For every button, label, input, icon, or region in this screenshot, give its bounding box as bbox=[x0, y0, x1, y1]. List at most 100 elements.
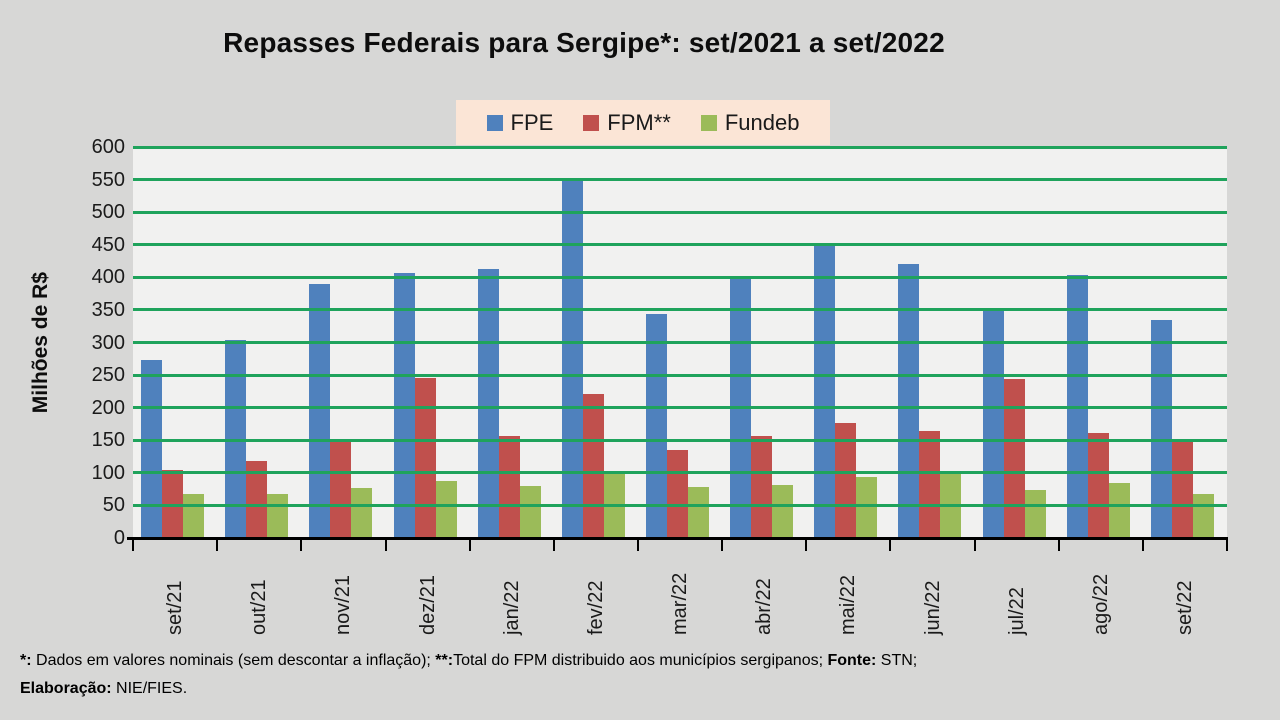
footnote: *: Dados em valores nominais (sem descon… bbox=[20, 647, 1265, 703]
bar-fpm-mai-22 bbox=[835, 422, 857, 538]
legend-item-fpm: FPM** bbox=[583, 110, 671, 136]
bar-fpe-mar-22 bbox=[645, 313, 667, 538]
bar-fpm-ago-22 bbox=[1087, 433, 1109, 538]
chart-legend: FPE FPM** Fundeb bbox=[456, 100, 830, 145]
bar-fundeb-nov-21 bbox=[351, 487, 373, 538]
x-axis-category-label: dez/21 bbox=[416, 574, 439, 635]
x-axis-category-label: fev/22 bbox=[584, 580, 607, 635]
gridline bbox=[133, 178, 1227, 182]
x-axis-tick bbox=[216, 537, 219, 551]
bar-fpm-fev-22 bbox=[582, 394, 604, 538]
legend-item-label: Fundeb bbox=[724, 109, 800, 135]
x-axis-category-label: jul/22 bbox=[1005, 587, 1028, 635]
bar-fpm-abr-22 bbox=[751, 435, 773, 538]
legend-color-swatch-icon bbox=[583, 114, 600, 131]
bar-fpe-jan-22 bbox=[477, 268, 499, 538]
footnote-segment: STN; bbox=[876, 652, 918, 669]
gridline bbox=[133, 275, 1227, 279]
bar-fundeb-out-21 bbox=[267, 494, 289, 538]
gridline bbox=[133, 308, 1227, 312]
bar-fpm-set-21 bbox=[162, 469, 183, 538]
gridline bbox=[133, 243, 1227, 247]
legend-color-swatch-icon bbox=[700, 114, 717, 131]
y-axis-tick-label: 550 bbox=[91, 168, 125, 191]
footnote-segment: **: bbox=[435, 652, 454, 669]
footnote-segment: Total do FPM distribuido aos municípios … bbox=[453, 652, 828, 669]
bar-fundeb-ago-22 bbox=[1108, 483, 1130, 538]
gridline bbox=[133, 471, 1227, 475]
gridline bbox=[133, 210, 1227, 214]
x-axis-category-label: set/22 bbox=[1173, 580, 1196, 635]
bar-fpm-jul-22 bbox=[1003, 379, 1025, 538]
plot-area bbox=[133, 145, 1227, 538]
gridline bbox=[133, 373, 1227, 377]
y-axis-tick-label: 250 bbox=[91, 364, 125, 387]
y-axis-tick-label: 100 bbox=[91, 461, 125, 484]
bar-fundeb-mar-22 bbox=[687, 486, 709, 538]
x-axis-tick bbox=[468, 537, 471, 551]
x-axis-line bbox=[127, 537, 1227, 540]
bar-fpe-fev-22 bbox=[561, 177, 583, 538]
x-axis-tick bbox=[805, 537, 808, 551]
y-axis-tick-label: 50 bbox=[102, 494, 125, 517]
x-axis-category-label: mai/22 bbox=[837, 574, 860, 635]
legend-item-fundeb: Fundeb bbox=[700, 109, 800, 136]
legend-item-fpe: FPE bbox=[486, 109, 554, 136]
x-axis-category-label: mar/22 bbox=[669, 572, 691, 635]
gridline bbox=[133, 341, 1227, 344]
footnote-segment: *: bbox=[20, 652, 32, 669]
x-axis-tick bbox=[1141, 537, 1144, 551]
legend-item-label: FPE bbox=[510, 109, 554, 135]
bar-fundeb-mai-22 bbox=[856, 477, 878, 538]
x-axis-tick bbox=[1057, 537, 1060, 551]
gridline bbox=[133, 145, 1227, 149]
bar-fpm-set-22 bbox=[1171, 438, 1193, 538]
y-axis-tick-label: 450 bbox=[91, 233, 125, 256]
x-axis-category-label: jun/22 bbox=[921, 580, 944, 636]
y-axis-tick-label: 200 bbox=[91, 396, 125, 419]
x-axis-tick bbox=[1226, 537, 1228, 551]
bar-fpm-dez-21 bbox=[414, 378, 436, 538]
footnote-line-1: *: Dados em valores nominais (sem descon… bbox=[20, 647, 1265, 675]
gridline bbox=[133, 406, 1227, 410]
y-axis-tick-label: 500 bbox=[91, 201, 125, 224]
bar-fpe-mai-22 bbox=[814, 242, 836, 538]
x-axis-tick bbox=[300, 537, 303, 551]
bar-fundeb-jul-22 bbox=[1024, 489, 1046, 538]
bar-fpm-out-21 bbox=[246, 461, 268, 538]
footnote-segment: Dados em valores nominais (sem descontar… bbox=[31, 652, 436, 669]
x-axis-tick bbox=[636, 537, 639, 551]
y-axis-tick-label: 300 bbox=[91, 331, 125, 354]
bar-fundeb-abr-22 bbox=[772, 485, 794, 538]
x-axis-tick bbox=[384, 537, 387, 551]
bar-fpm-nov-21 bbox=[330, 438, 352, 538]
bar-fundeb-set-22 bbox=[1192, 494, 1214, 538]
x-axis-tick bbox=[721, 537, 724, 551]
y-axis-tick-label: 150 bbox=[91, 429, 125, 452]
bar-fpm-jan-22 bbox=[498, 435, 520, 538]
bar-fpe-jun-22 bbox=[898, 264, 920, 538]
x-axis-tick bbox=[132, 537, 134, 551]
footnote-segment: Fonte: bbox=[827, 652, 877, 669]
x-axis-tick bbox=[973, 537, 976, 551]
x-axis-category-label: nov/21 bbox=[332, 574, 355, 635]
bar-fundeb-dez-21 bbox=[435, 481, 457, 538]
y-axis-tick-label: 400 bbox=[91, 266, 125, 289]
legend-color-swatch-icon bbox=[486, 114, 503, 131]
bar-fundeb-set-21 bbox=[183, 494, 204, 538]
y-axis-tick-label: 600 bbox=[91, 136, 125, 158]
footnote-segment: Elaboração: bbox=[20, 680, 112, 697]
x-axis-category-label: set/21 bbox=[164, 580, 187, 635]
x-axis-category-label: out/21 bbox=[248, 579, 271, 635]
bar-fpe-nov-21 bbox=[309, 283, 331, 538]
legend-item-label: FPM** bbox=[607, 109, 671, 135]
footnote-segment: NIE/FIES. bbox=[111, 680, 188, 697]
footnote-line-2: Elaboração: NIE/FIES. bbox=[20, 675, 1265, 703]
x-axis-category-label: jan/22 bbox=[500, 580, 523, 636]
bar-fundeb-jan-22 bbox=[519, 485, 541, 538]
y-axis-tick-label: 0 bbox=[113, 527, 125, 549]
bar-fpe-set-21 bbox=[141, 360, 162, 538]
x-axis-category-label: ago/22 bbox=[1089, 573, 1112, 635]
bar-fpm-mar-22 bbox=[666, 450, 688, 538]
